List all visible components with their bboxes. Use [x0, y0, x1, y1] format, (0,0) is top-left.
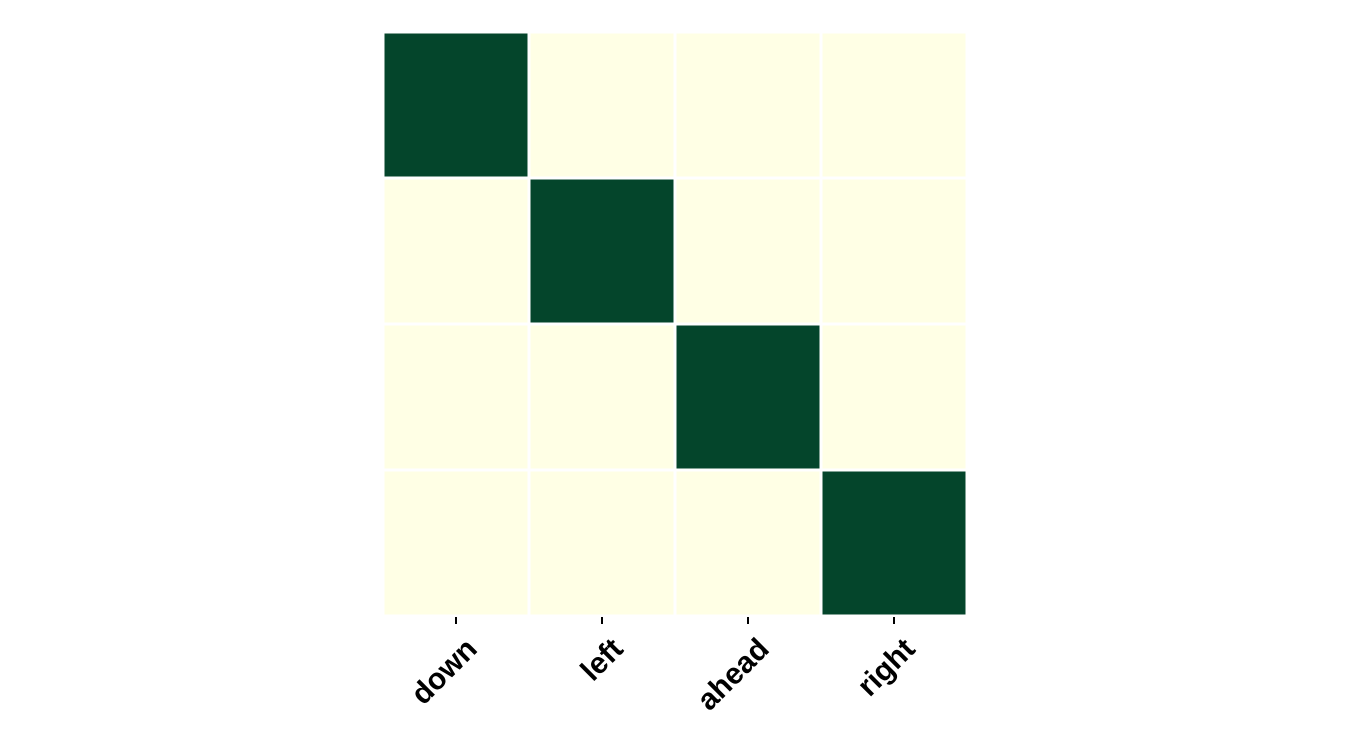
heatmap-cell-r2-c2 [676, 325, 820, 469]
heatmap-cell-r1-c1 [530, 179, 674, 323]
heatmap-cell-r3-c3 [822, 471, 966, 615]
heatmap-cell-r0-c1 [530, 33, 674, 177]
heatmap-cell-r3-c0 [384, 471, 528, 615]
heatmap-cell-r2-c0 [384, 325, 528, 469]
heatmap-cell-r3-c1 [530, 471, 674, 615]
heatmap-cell-r1-c2 [676, 179, 820, 323]
heatmap-cell-r0-c2 [676, 33, 820, 177]
heatmap-cell-r3-c2 [676, 471, 820, 615]
heatmap-cell-r2-c1 [530, 325, 674, 469]
heatmap-cell-r2-c3 [822, 325, 966, 469]
heatmap-cell-r1-c0 [384, 179, 528, 323]
heatmap-cell-r0-c3 [822, 33, 966, 177]
heatmap-cell-r0-c0 [384, 33, 528, 177]
heatmap-cell-r1-c3 [822, 179, 966, 323]
heatmap-plot-area [384, 33, 966, 615]
